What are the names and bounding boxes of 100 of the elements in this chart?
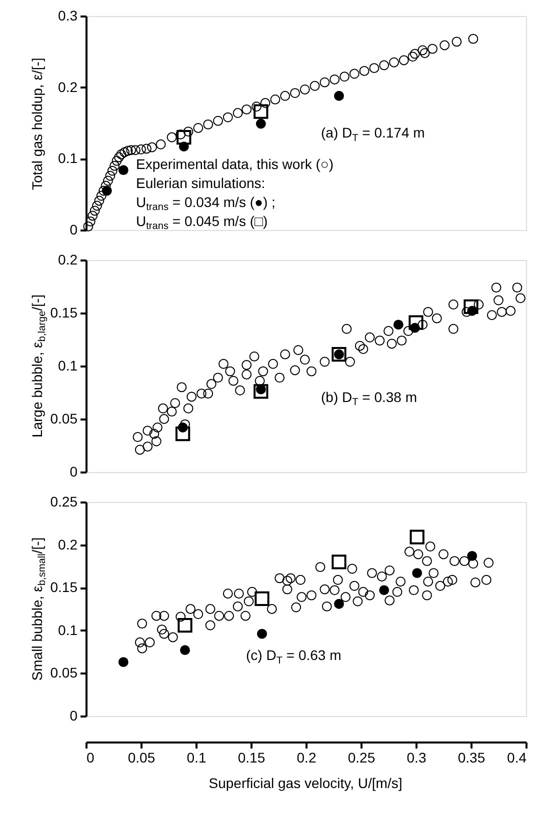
point — [467, 550, 478, 561]
point — [418, 320, 428, 330]
point — [175, 426, 190, 442]
point — [256, 118, 266, 129]
x-tick-label: 0.05 — [128, 750, 156, 766]
point — [218, 358, 228, 369]
y-tick-label: 0 — [70, 222, 78, 238]
point — [474, 300, 484, 310]
annotation: Experimental data, this work (○) — [136, 156, 334, 172]
point — [516, 293, 526, 304]
point — [232, 108, 243, 118]
point — [126, 145, 136, 156]
point — [178, 618, 192, 633]
point — [280, 90, 290, 101]
point — [448, 324, 458, 334]
point — [432, 313, 442, 324]
point — [92, 200, 102, 211]
point — [374, 336, 385, 346]
y-tick-label: 0.1 — [58, 622, 78, 638]
point — [379, 585, 390, 596]
point — [506, 306, 516, 316]
y-tick-label: 0.2 — [58, 78, 78, 95]
y-tick-label: 0.05 — [50, 410, 78, 426]
point — [398, 55, 409, 66]
point — [96, 190, 106, 201]
point — [254, 591, 270, 606]
point — [180, 645, 190, 656]
point — [132, 432, 143, 442]
point — [90, 206, 100, 216]
point — [228, 376, 238, 386]
point — [225, 366, 236, 376]
point — [152, 422, 162, 432]
point — [384, 326, 394, 336]
point — [136, 144, 146, 154]
point — [134, 444, 145, 455]
point — [300, 354, 310, 365]
point — [206, 379, 216, 389]
point — [464, 299, 478, 314]
point — [102, 186, 112, 196]
point — [345, 356, 355, 367]
point — [114, 152, 124, 162]
point — [494, 295, 504, 306]
point — [260, 98, 270, 108]
point — [496, 306, 507, 317]
point — [491, 282, 502, 293]
y-axis-title: Large bubble, εb,large/[-] — [29, 294, 48, 438]
point — [142, 144, 152, 154]
point — [242, 370, 252, 380]
point — [486, 310, 497, 320]
point — [242, 104, 252, 114]
point — [100, 180, 111, 191]
x-tick-label: 0.25 — [348, 750, 376, 766]
point — [440, 40, 450, 50]
point — [183, 403, 194, 414]
point — [166, 132, 177, 142]
point — [408, 315, 424, 330]
point — [203, 119, 214, 130]
point — [94, 196, 104, 206]
point — [166, 406, 177, 417]
point — [418, 45, 428, 56]
point — [130, 145, 140, 156]
point — [512, 282, 522, 293]
point — [452, 36, 462, 47]
point — [410, 530, 424, 544]
point — [120, 147, 130, 158]
y-tick-label: 0.1 — [58, 358, 78, 374]
point — [423, 306, 434, 317]
point — [410, 48, 420, 59]
point — [176, 382, 187, 392]
point — [393, 320, 404, 330]
y-tick-label: 0.25 — [50, 494, 78, 510]
x-tick-label: 0.3 — [406, 750, 426, 766]
point — [320, 77, 330, 88]
point — [342, 324, 352, 334]
point — [428, 44, 438, 54]
x-tick-label: 0.1 — [186, 750, 206, 766]
point — [178, 422, 188, 432]
y-tick-label: 0 — [70, 464, 78, 480]
point — [159, 414, 170, 424]
point — [110, 160, 120, 171]
point — [354, 340, 365, 351]
point — [156, 139, 166, 150]
x-axis-title: Superficial gas velocity, U/[m/s] — [208, 775, 402, 791]
y-tick-label: 0.3 — [58, 8, 78, 24]
point — [196, 388, 206, 399]
point — [103, 176, 113, 186]
point — [170, 398, 180, 408]
y-tick-label: 0.1 — [58, 150, 78, 166]
point — [112, 156, 122, 166]
point — [359, 66, 370, 76]
point — [386, 338, 397, 349]
point — [290, 365, 300, 376]
point — [254, 104, 268, 119]
point — [88, 210, 98, 221]
point — [242, 360, 252, 370]
point — [142, 442, 153, 452]
point — [379, 60, 390, 70]
point — [158, 403, 168, 414]
point — [412, 568, 422, 578]
y-tick-label: 0.15 — [50, 304, 78, 320]
